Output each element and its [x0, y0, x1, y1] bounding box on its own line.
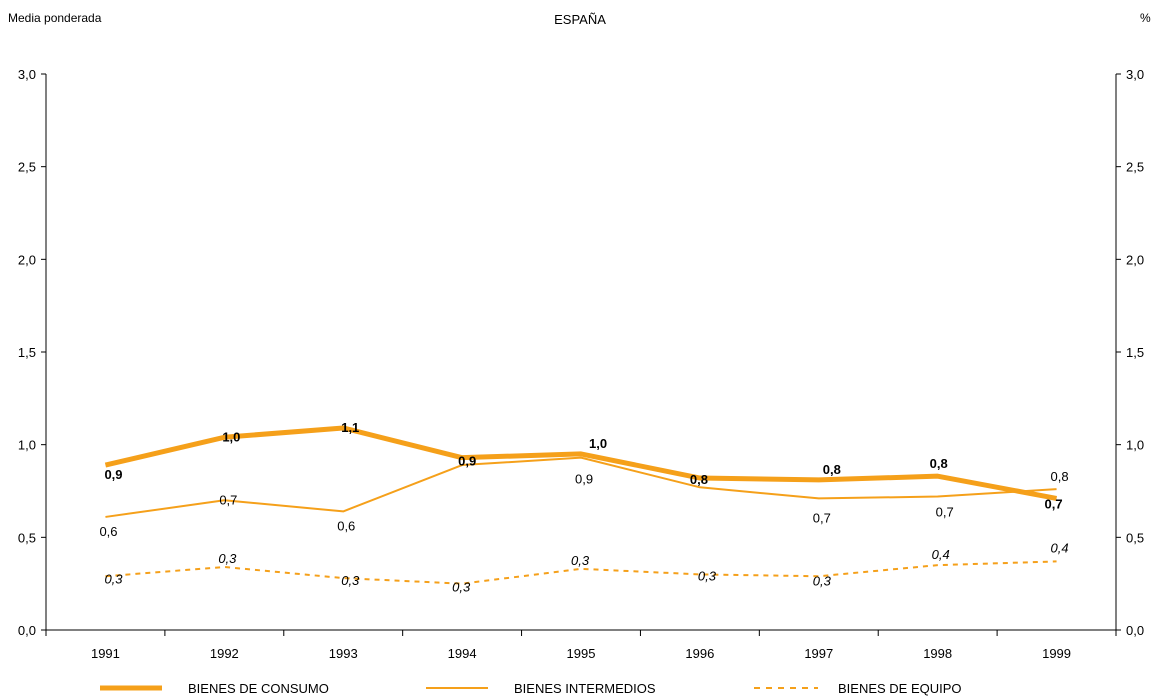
x-tick-label: 1994: [448, 646, 477, 661]
data-label-equipo: 0,4: [932, 547, 950, 562]
data-label-intermedios: 0,8: [1051, 469, 1069, 484]
y-tick-label-right: 0,5: [1126, 530, 1144, 545]
x-tick-label: 1991: [91, 646, 120, 661]
y-tick-label-right: 3,0: [1126, 67, 1144, 82]
series-line-bienes-de-consumo: [104, 425, 1058, 501]
y-axis-caption: Media ponderada: [8, 11, 102, 25]
x-tick-label: 1992: [210, 646, 239, 661]
data-label-intermedios: 0,7: [219, 492, 237, 507]
y-tick-label-left: 0,0: [18, 623, 36, 638]
data-label-consumo: 0,8: [690, 472, 708, 487]
data-label-equipo: 0,3: [104, 571, 123, 586]
data-label-consumo: 1,1: [341, 420, 359, 435]
unit-label: %: [1140, 11, 1151, 25]
y-tick-label-right: 1,5: [1126, 345, 1144, 360]
data-label-equipo: 0,3: [698, 568, 717, 583]
data-label-consumo: 0,9: [458, 454, 476, 469]
y-tick-label-left: 3,0: [18, 67, 36, 82]
data-label-equipo: 0,4: [1051, 540, 1069, 555]
y-tick-label-left: 1,0: [18, 438, 36, 453]
x-tick-label: 1993: [329, 646, 358, 661]
y-tick-label-left: 2,0: [18, 252, 36, 267]
x-tick-label: 1998: [923, 646, 952, 661]
data-label-consumo: 1,0: [222, 429, 240, 444]
data-label-equipo: 0,3: [341, 573, 360, 588]
y-tick-label-right: 1,0: [1126, 438, 1144, 453]
data-label-intermedios: 0,6: [337, 518, 355, 533]
legend-label: BIENES DE CONSUMO: [188, 681, 329, 696]
legend-label: BIENES INTERMEDIOS: [514, 681, 656, 696]
x-tick-label: 1999: [1042, 646, 1071, 661]
data-label-equipo: 0,3: [218, 551, 237, 566]
data-label-consumo: 0,9: [104, 467, 122, 482]
data-label-intermedios: 0,7: [936, 505, 954, 520]
y-tick-label-left: 0,5: [18, 530, 36, 545]
y-tick-label-right: 0,0: [1126, 623, 1144, 638]
series-line-bienes-intermedios: [105, 456, 1057, 518]
y-tick-label-left: 2,5: [18, 160, 36, 175]
data-label-equipo: 0,3: [452, 580, 471, 595]
x-tick-label: 1995: [567, 646, 596, 661]
y-tick-label-right: 2,5: [1126, 160, 1144, 175]
data-label-consumo: 0,7: [1045, 496, 1063, 511]
data-label-intermedios: 0,6: [99, 524, 117, 539]
x-tick-label: 1996: [685, 646, 714, 661]
data-label-consumo: 0,8: [930, 456, 948, 471]
x-tick-label: 1997: [804, 646, 833, 661]
data-label-intermedios: 0,7: [813, 510, 831, 525]
data-label-equipo: 0,3: [813, 573, 832, 588]
data-label-equipo: 0,3: [571, 553, 590, 568]
data-label-consumo: 0,8: [823, 462, 841, 477]
y-tick-label-left: 1,5: [18, 345, 36, 360]
data-label-consumo: 1,0: [589, 436, 607, 451]
data-label-intermedios: 0,9: [575, 472, 593, 487]
y-tick-label-right: 2,0: [1126, 252, 1144, 267]
legend-label: BIENES DE EQUIPO: [838, 681, 962, 696]
chart-title: ESPAÑA: [554, 12, 606, 27]
